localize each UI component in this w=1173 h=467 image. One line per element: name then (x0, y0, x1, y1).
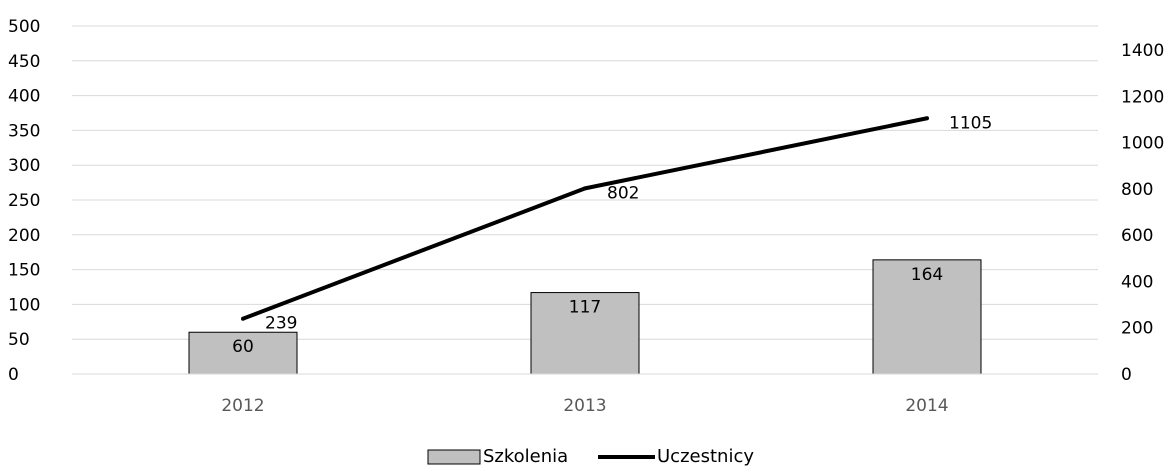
left-tick-label: 0 (8, 365, 19, 385)
left-tick-label: 100 (8, 295, 40, 315)
line-point-2012 (241, 316, 245, 321)
x-tick-label: 2012 (221, 396, 264, 416)
right-tick-label: 0 (1121, 365, 1132, 385)
left-tick-label: 500 (8, 17, 40, 37)
legend-label-szkolenia: Szkolenia (483, 446, 568, 467)
x-tick-label: 2014 (905, 396, 948, 416)
left-tick-label: 300 (8, 156, 40, 176)
line-series-uczestnicy: 239 802 1105 (241, 113, 992, 334)
bar-data-label: 164 (911, 265, 943, 285)
line-point-2014 (925, 116, 929, 121)
bar-data-label: 60 (232, 337, 254, 357)
left-tick-label: 450 (8, 52, 40, 72)
left-tick-label: 350 (8, 121, 40, 141)
left-axis: 0 50 100 150 200 250 300 350 400 450 500 (8, 17, 40, 385)
line-point-2013 (583, 186, 587, 191)
bar-2014 (872, 259, 982, 375)
bar-2013 (530, 292, 640, 375)
bar-2012 (188, 331, 298, 375)
right-tick-label: 1000 (1121, 134, 1164, 154)
bar-series-szkolenia: 60 117 164 (188, 259, 982, 375)
bar-data-label: 117 (569, 298, 601, 318)
left-tick-label: 250 (8, 191, 40, 211)
legend-swatch-szkolenia (427, 449, 481, 465)
left-tick-label: 200 (8, 226, 40, 246)
right-tick-label: 400 (1121, 272, 1153, 292)
right-tick-label: 800 (1121, 180, 1153, 200)
right-tick-label: 200 (1121, 319, 1153, 339)
right-axis: 0 200 400 600 800 1000 1200 1400 (1121, 41, 1164, 385)
right-tick-label: 600 (1121, 226, 1153, 246)
legend-label-uczestnicy: Uczestnicy (657, 446, 754, 467)
right-tick-label: 1400 (1121, 41, 1164, 61)
x-tick-label: 2013 (563, 396, 606, 416)
line-uczestnicy (242, 116, 928, 321)
left-tick-label: 150 (8, 261, 40, 281)
left-tick-label: 400 (8, 87, 40, 107)
right-tick-label: 1200 (1121, 87, 1164, 107)
x-axis: 2012 2013 2014 (72, 373, 1098, 416)
line-data-label: 239 (265, 314, 297, 334)
left-tick-label: 50 (8, 330, 30, 350)
line-data-label: 802 (607, 183, 639, 203)
line-data-label: 1105 (949, 113, 992, 133)
legend: Szkolenia Uczestnicy (427, 446, 754, 467)
